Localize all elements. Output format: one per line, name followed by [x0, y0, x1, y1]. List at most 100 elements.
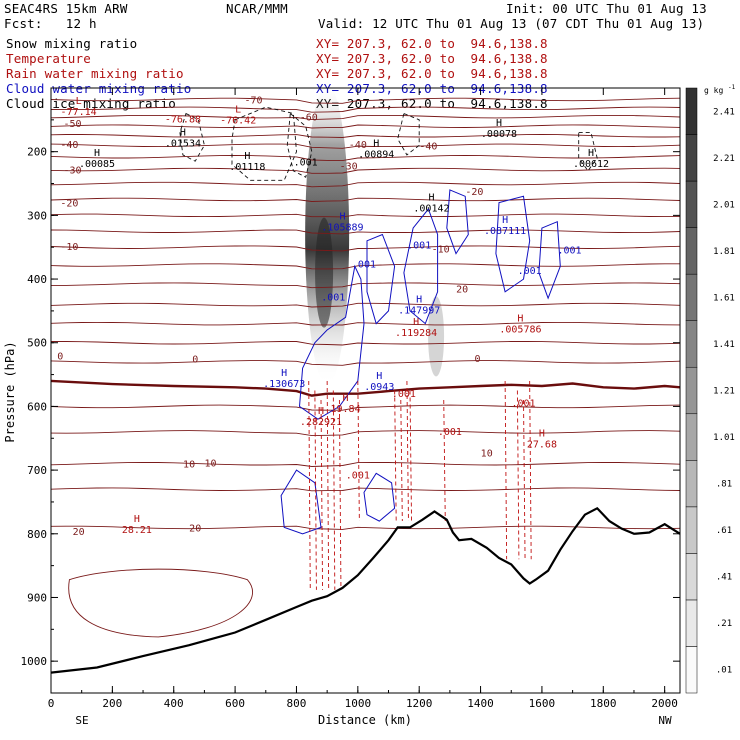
cloud-water-contour: [538, 220, 561, 300]
contour-label: .001: [352, 260, 376, 271]
temperature-label: -20: [465, 187, 483, 198]
temperature-label: -40: [349, 140, 367, 151]
temperature-contour: [50, 134, 681, 138]
colorbar-label: 1.41: [713, 340, 735, 350]
field-temperature-xy: XY= 207.3, 62.0 to 94.6,138.8: [316, 36, 548, 51]
extremum-marker: L: [235, 105, 241, 116]
extremum-value: .087111: [484, 226, 526, 237]
colorbar-label: 1.01: [713, 433, 735, 443]
extremum-marker: H: [496, 118, 502, 129]
extremum-marker: H: [318, 406, 324, 417]
temperature-label: -20: [60, 199, 78, 210]
cloud-water-contour: [495, 195, 531, 293]
x-tick-label: 800: [287, 697, 307, 710]
colorbar-bin: [685, 180, 698, 228]
temperature-contour: [50, 430, 681, 437]
colorbar-label: 1.61: [713, 293, 735, 303]
colorbar-bin: [685, 320, 698, 368]
cloud-water-contour: [366, 233, 396, 325]
temperature-label: -70: [244, 95, 262, 106]
cloud-ice-contour: [179, 112, 205, 162]
cloud-ice-contour: [286, 112, 313, 178]
extremum-marker: H: [428, 193, 434, 204]
x-tick-label: 1600: [529, 697, 556, 710]
temperature-contour: [50, 97, 681, 104]
cloud-water-contour: [403, 207, 439, 325]
temperature-contour: [50, 245, 681, 252]
temperature-label: -30: [340, 162, 358, 173]
extremum-marker: H: [517, 314, 523, 325]
field-rain-label: Rain water mixing ratio: [6, 66, 184, 81]
x-tick-label: 600: [225, 697, 245, 710]
y-tick-label: 600: [27, 400, 47, 413]
contour-label: .001: [321, 293, 345, 304]
extremum-value: -77.14: [61, 107, 97, 118]
contour-label: .001: [511, 398, 535, 409]
extremum-value: .00894: [358, 150, 394, 161]
colorbar-unit-exp: -1: [728, 84, 736, 91]
extremum-value: .0943: [364, 382, 394, 393]
temperature-label: -40: [419, 141, 437, 152]
temperature-label: 0: [474, 354, 480, 365]
colorbar-bin: [685, 553, 698, 601]
extremum-marker: H: [416, 295, 422, 306]
colorbar-bin: [685, 273, 698, 321]
colorbar-bin: [685, 413, 698, 461]
field-snow-label: Snow mixing ratio: [6, 36, 138, 51]
y-tick-label: 800: [27, 528, 47, 541]
rain-water-contour: [320, 400, 323, 590]
contour-label: .001: [518, 266, 542, 277]
temperature-contour: [50, 114, 681, 121]
temperature-contour: [50, 143, 681, 149]
temperature-label: 0: [57, 351, 63, 362]
extremum-marker: H: [502, 215, 508, 226]
extremum-marker: H: [413, 317, 419, 328]
temperature-contour: [50, 167, 681, 174]
y-tick-label: 700: [27, 464, 47, 477]
extremum-value: .105889: [321, 223, 363, 234]
contour-label: .001: [557, 246, 581, 257]
snow-shading-secondary: [428, 296, 445, 377]
temperature-contour: [50, 404, 681, 411]
x-tick-label: 2000: [651, 697, 678, 710]
colorbar-bin: [685, 134, 698, 182]
cloud-water-contour: [298, 264, 365, 420]
rain-water-contour: [516, 390, 520, 560]
extremum-marker: H: [539, 428, 545, 439]
x-tick-label: 1000: [345, 697, 372, 710]
org-label: NCAR/MMM: [226, 1, 288, 16]
temperature-contour: [50, 487, 681, 492]
colorbar-bin: [685, 460, 698, 508]
colorbar-label: 1.21: [713, 387, 735, 397]
colorbar-label: 2.21: [713, 154, 735, 164]
model-title: SEAC4RS 15km ARW: [4, 1, 128, 16]
x-axis-label: Distance (km): [318, 713, 412, 727]
extremum-value: .130673: [263, 379, 305, 390]
rain-water-contour: [400, 400, 403, 522]
extremum-value: -76.42: [220, 116, 256, 127]
extremum-value: 28.21: [122, 525, 152, 536]
y-tick-label: 300: [27, 209, 47, 222]
temperature-contour: [50, 155, 681, 162]
extremum-value: .00078: [481, 129, 517, 140]
temperature-label: -10: [432, 244, 450, 255]
extremum-value: .00142: [413, 204, 449, 215]
contour-label: .001: [294, 158, 318, 169]
temperature-label: 20: [73, 527, 85, 538]
temperature-label: -50: [63, 119, 81, 130]
extremum-marker: H: [244, 151, 250, 162]
snow-shading-core: [315, 217, 334, 328]
extremum-marker: H: [134, 514, 140, 525]
field-temperature-label: Temperature: [6, 51, 91, 66]
temperature-contour: [50, 181, 681, 188]
rain-water-contour: [409, 390, 412, 522]
warm-closed-contour: [68, 568, 253, 638]
colorbar-label: .61: [716, 526, 732, 536]
forecast-hour: Fcst: 12 h: [4, 16, 97, 31]
colorbar-bin: [685, 87, 698, 135]
colorbar-unit-label: g kg: [704, 86, 723, 95]
extremum-value: -76.88: [165, 114, 201, 125]
temperature-contour: [51, 341, 681, 346]
rain-water-contour: [332, 390, 336, 590]
